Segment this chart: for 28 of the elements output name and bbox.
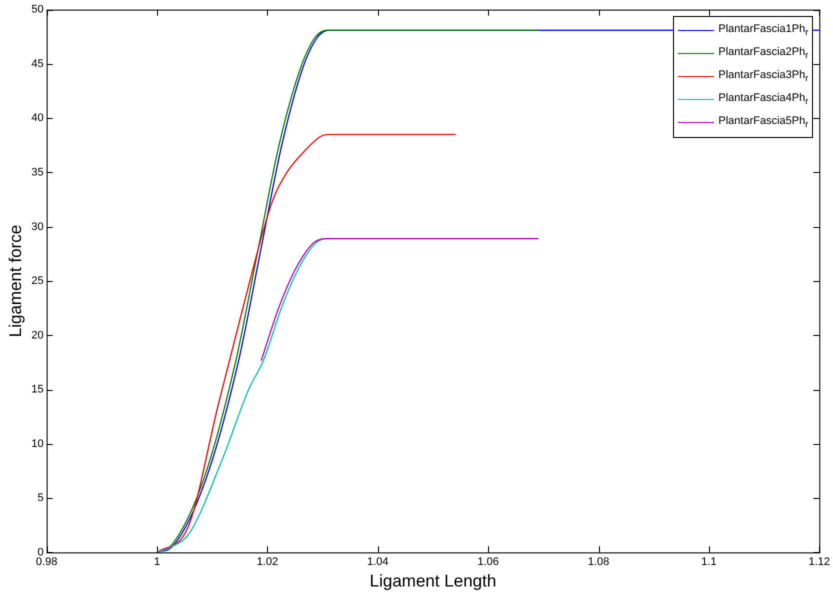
y-tick-label: 15	[31, 384, 44, 396]
y-axis-title: Ligament force	[6, 224, 25, 338]
y-tick-label: 0	[38, 546, 44, 558]
x-tick-label: 0.98	[36, 556, 58, 568]
legend-label: PlantarFascia1Ph$_{r}$	[718, 22, 808, 39]
x-tick-label: 1.06	[477, 556, 499, 568]
y-tick-label: 35	[31, 166, 44, 178]
y-tick-label: 30	[31, 220, 44, 233]
x-tick-label: 1	[154, 556, 160, 568]
x-tick-label: 1.02	[256, 556, 278, 568]
x-axis-title: Ligament Length	[370, 571, 496, 590]
x-tick-label: 1.1	[701, 556, 717, 568]
legend-label: PlantarFascia2Ph$_{r}$	[718, 44, 808, 62]
legend-label: PlantarFascia5Ph$_{r}$	[718, 114, 808, 132]
x-tick-label: 1.08	[588, 556, 610, 568]
x-tick-label: 1.12	[808, 556, 830, 568]
y-tick-label: 20	[31, 329, 44, 342]
legend-label: PlantarFascia3Ph$_{r}$	[718, 68, 808, 86]
x-tick-label: 1.04	[367, 556, 388, 568]
y-tick-label: 50	[31, 4, 44, 16]
y-tick-label: 45	[31, 58, 44, 70]
legend-label: PlantarFascia4Ph$_{r}$	[718, 91, 808, 108]
y-tick-label: 10	[31, 438, 44, 450]
y-tick-label: 5	[38, 492, 44, 504]
y-tick-label: 25	[31, 275, 44, 288]
y-tick-label: 40	[31, 112, 44, 124]
line-series	[260, 238, 538, 361]
line-series	[156, 134, 456, 552]
